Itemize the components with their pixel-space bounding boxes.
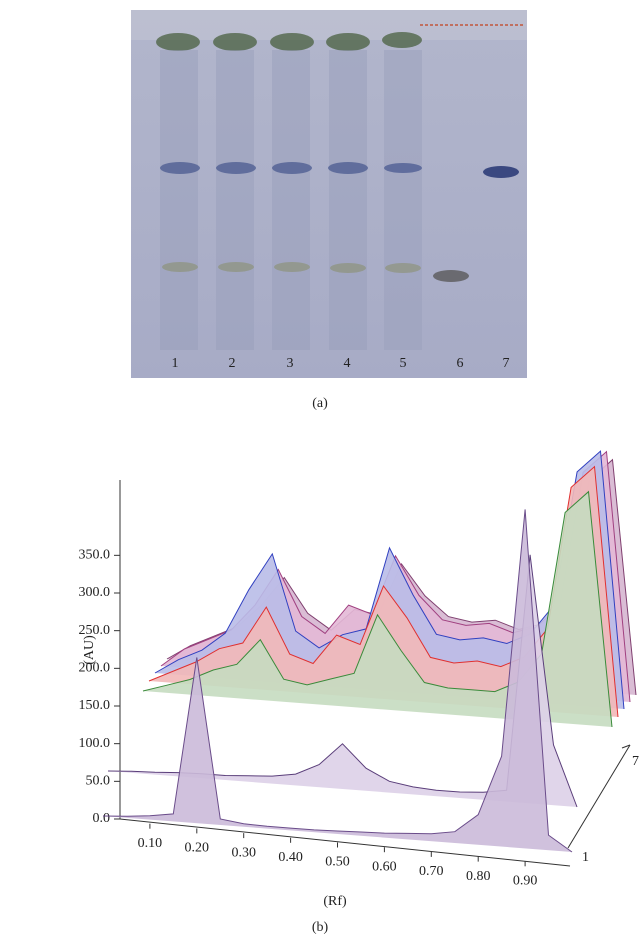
track-line [154, 450, 625, 710]
caption: (b) [312, 920, 329, 935]
y-tick-label: 50.0 [86, 774, 111, 789]
lane-label: 5 [400, 356, 407, 371]
x-label: (Rf) [323, 894, 347, 909]
lane-label: 1 [172, 356, 179, 371]
y-tick-label: 300.0 [79, 585, 111, 600]
y-tick-label: 0.0 [93, 811, 111, 826]
y-tick-label: 250.0 [79, 623, 111, 638]
y-tick-label: 150.0 [79, 698, 111, 713]
x-tick-label: 0.50 [325, 855, 350, 870]
lane-label: 6 [457, 356, 464, 371]
y-tick-label: 100.0 [79, 736, 111, 751]
lane-label: 4 [344, 356, 351, 371]
x-axis [119, 818, 571, 867]
lane-label: 3 [287, 356, 294, 371]
x-tick-label: 0.90 [513, 874, 538, 889]
x-tick-label: 0.60 [372, 859, 397, 874]
x-tick-label: 0.30 [231, 845, 256, 860]
x-tick-label: 0.40 [278, 850, 303, 865]
y-tick-label: 200.0 [79, 661, 111, 676]
z-label: 7 [632, 754, 639, 769]
track-fill [103, 509, 572, 852]
y-label: (AU) [82, 635, 97, 665]
x-tick-label: 0.80 [466, 869, 491, 884]
track-fill [143, 491, 612, 727]
caption: (a) [312, 396, 328, 411]
lane-label: 7 [503, 356, 510, 371]
tlc-plate [131, 10, 527, 378]
x-tick-label: 0.70 [419, 864, 444, 879]
z-label: 1 [582, 850, 589, 865]
z-axis [567, 744, 631, 849]
lane-label: 2 [229, 356, 236, 371]
track-line [102, 509, 573, 853]
z-arrow [621, 744, 631, 749]
x-tick-label: 0.20 [185, 841, 210, 856]
y-tick-label: 350.0 [79, 548, 111, 563]
x-tick-label: 0.10 [138, 836, 163, 851]
